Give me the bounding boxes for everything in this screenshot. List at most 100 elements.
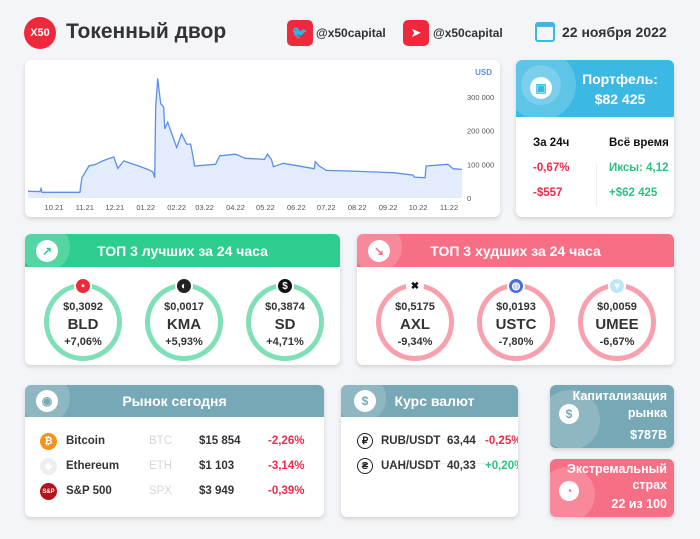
y-tick-label: 0 — [467, 194, 471, 203]
all-time-usd: +$62 425 — [609, 187, 658, 199]
coin-change: +5,93% — [165, 335, 203, 348]
umee-icon: ▾ — [608, 277, 626, 295]
x-tick-label: 09.22 — [379, 203, 398, 212]
fx-change: -0,25% — [485, 435, 518, 447]
coin-ring: ◐ $0,0017 KMA +5,93% — [145, 277, 223, 361]
x-tick-label: 07.22 — [317, 203, 336, 212]
coin-price: $0,0193 — [496, 300, 536, 313]
asset-price: $15 854 — [199, 435, 241, 447]
ruble-icon: ₽ — [357, 433, 373, 449]
worst-title: ТОП 3 худших за 24 часа — [430, 242, 601, 259]
sd-icon: $ — [276, 277, 294, 295]
coin-symbol: KMA — [166, 315, 202, 333]
coin-price: $0,3874 — [265, 300, 305, 313]
coin-ring: ◍ $0,0193 USTC -7,80% — [477, 277, 555, 361]
coin-symbol: BLD — [67, 315, 99, 333]
col-all-time: Всё время — [609, 137, 669, 149]
logo: X50 — [24, 17, 56, 49]
fear-greed-card: ◔ Экстремальный страх 22 из 100 — [550, 459, 674, 517]
coin-ring: ▪ $0,3092 BLD +7,06% — [44, 277, 122, 361]
globe-icon: ◉ — [36, 390, 58, 412]
coin-symbol: SD — [274, 315, 296, 333]
chart-up-icon: ↗ — [36, 240, 58, 262]
portfolio-card: ▣ Портфель: $82 425 За 24ч Всё время -0,… — [516, 60, 674, 217]
chart-area — [28, 78, 462, 198]
cap-title-1: Капитализация — [572, 389, 667, 403]
coin-change: -6,67% — [599, 335, 635, 348]
telegram-icon[interactable]: ➤ — [403, 20, 429, 46]
asset-price: $3 949 — [199, 485, 235, 497]
coin-symbol: USTC — [495, 315, 537, 333]
col-24h: За 24ч — [533, 137, 570, 149]
asset-name: Ethereum — [66, 460, 120, 472]
date: 22 ноября 2022 — [562, 24, 667, 40]
asset-change: -0,39% — [268, 485, 305, 497]
twitter-icon[interactable]: 🐦 — [287, 20, 313, 46]
multiplier: Иксы: 4,12 — [609, 162, 669, 174]
coin-price: $0,0017 — [164, 300, 204, 313]
coin-symbol: UMEE — [595, 315, 639, 333]
x-tick-label: 02.22 — [167, 203, 186, 212]
portfolio-value: $82 425 — [594, 90, 646, 107]
bitcoin-icon: ₿ — [40, 433, 57, 450]
hryvnia-icon: ₴ — [357, 458, 373, 474]
gauge-icon: ◔ — [559, 481, 579, 501]
fx-rate: 63,44 — [447, 435, 476, 447]
market-card: ◉ Рынок сегодня ₿ Bitcoin BTC $15 854 -2… — [25, 385, 324, 517]
chart-line — [27, 78, 463, 193]
fx-pair: RUB/USDT — [381, 435, 441, 447]
telegram-link[interactable]: @x50capital — [433, 26, 503, 40]
fear-title-1: Экстремальный — [566, 462, 667, 476]
money-bag-icon: $ — [559, 404, 579, 424]
asset-ticker: ETH — [149, 460, 172, 472]
calendar-icon — [535, 22, 555, 42]
coin-ring: $ $0,3874 SD +4,71% — [246, 277, 324, 361]
chart-down-icon: ↘ — [368, 240, 390, 262]
axl-icon: ✖ — [406, 277, 424, 295]
asset-name: Bitcoin — [66, 435, 105, 447]
fx-change: +0,20% — [485, 460, 518, 472]
portfolio-chart: USD 0 100 000 200 000 300 000 10.21 11.21 12.21… — [25, 60, 500, 217]
asset-ticker: SPX — [149, 485, 173, 497]
top-best-card: ↗ ТОП 3 лучших за 24 часа ▪ $0,3092 BLD … — [25, 234, 340, 365]
x-tick-label: 05.22 — [256, 203, 275, 212]
page-title: Токенный двор — [66, 20, 227, 43]
asset-change: -3,14% — [268, 460, 305, 472]
y-tick-label: 100 000 — [467, 160, 494, 169]
coin-price: $0,3092 — [63, 300, 103, 313]
coin-change: -7,80% — [498, 335, 534, 348]
coin-ring: ✖ $0,5175 AXL -9,34% — [376, 277, 454, 361]
chart-svg: USD 0 100 000 200 000 300 000 10.21 11.21 12.21… — [27, 68, 494, 212]
kma-icon: ◐ — [175, 277, 193, 295]
y-tick-label: 200 000 — [467, 127, 494, 136]
ethereum-icon: ◆ — [40, 458, 57, 475]
x-tick-label: 10.21 — [45, 203, 64, 212]
y-tick-label: 300 000 — [467, 93, 494, 102]
sp500-icon: S&P — [40, 483, 57, 500]
fx-rate: 40,33 — [447, 460, 476, 472]
asset-price: $1 103 — [199, 460, 235, 472]
cap-title-2: рынка — [627, 406, 667, 420]
asset-ticker: BTC — [149, 435, 172, 447]
asset-change: -2,26% — [268, 435, 305, 447]
cap-value: $787B — [630, 428, 667, 442]
fx-card: $ Курс валют ₽ RUB/USDT 63,44 -0,25% ₴ U… — [341, 385, 518, 517]
x-tick-label: 10.22 — [409, 203, 428, 212]
ustc-icon: ◍ — [507, 277, 525, 295]
best-title: ТОП 3 лучших за 24 часа — [97, 242, 268, 259]
x-tick-label: 11.22 — [440, 203, 458, 212]
exchange-icon: $ — [354, 390, 376, 412]
coin-price: $0,0059 — [597, 300, 637, 313]
coin-change: -9,34% — [397, 335, 433, 348]
asset-name: S&P 500 — [66, 485, 112, 497]
coin-symbol: AXL — [400, 315, 430, 333]
change-24h-pct: -0,67% — [533, 162, 570, 174]
coin-change: +4,71% — [266, 335, 304, 348]
twitter-link[interactable]: @x50capital — [316, 26, 386, 40]
bld-icon: ▪ — [74, 277, 92, 295]
x-tick-label: 12.21 — [105, 203, 124, 212]
x-tick-label: 08.22 — [348, 203, 367, 212]
x-tick-label: 01.22 — [136, 203, 155, 212]
y-axis-unit: USD — [475, 68, 492, 77]
fear-value: 22 из 100 — [611, 497, 667, 511]
